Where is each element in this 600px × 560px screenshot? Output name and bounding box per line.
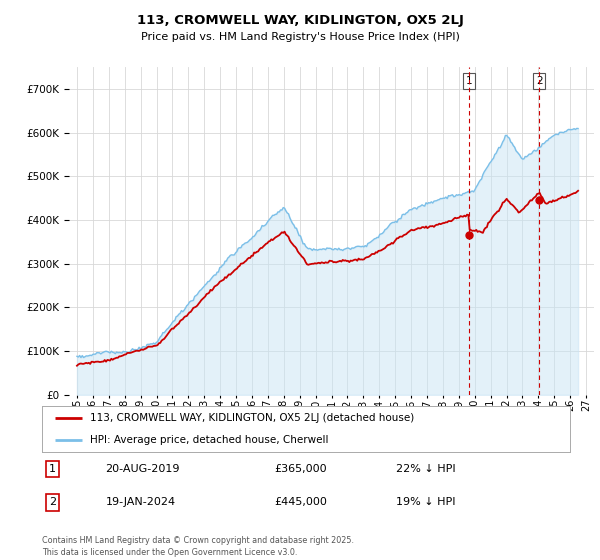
Text: HPI: Average price, detached house, Cherwell: HPI: Average price, detached house, Cher… xyxy=(89,435,328,445)
Text: 1: 1 xyxy=(49,464,56,474)
Text: 2: 2 xyxy=(49,497,56,507)
Text: 1: 1 xyxy=(466,76,472,86)
Text: 19-JAN-2024: 19-JAN-2024 xyxy=(106,497,175,507)
Text: 22% ↓ HPI: 22% ↓ HPI xyxy=(396,464,455,474)
Text: 20-AUG-2019: 20-AUG-2019 xyxy=(106,464,180,474)
Text: 113, CROMWELL WAY, KIDLINGTON, OX5 2LJ (detached house): 113, CROMWELL WAY, KIDLINGTON, OX5 2LJ (… xyxy=(89,413,414,423)
Text: £365,000: £365,000 xyxy=(274,464,327,474)
Text: 113, CROMWELL WAY, KIDLINGTON, OX5 2LJ: 113, CROMWELL WAY, KIDLINGTON, OX5 2LJ xyxy=(137,14,463,27)
Text: £445,000: £445,000 xyxy=(274,497,327,507)
Text: Contains HM Land Registry data © Crown copyright and database right 2025.
This d: Contains HM Land Registry data © Crown c… xyxy=(42,536,354,557)
Text: Price paid vs. HM Land Registry's House Price Index (HPI): Price paid vs. HM Land Registry's House … xyxy=(140,32,460,42)
Text: 2: 2 xyxy=(536,76,542,86)
Text: 19% ↓ HPI: 19% ↓ HPI xyxy=(396,497,455,507)
